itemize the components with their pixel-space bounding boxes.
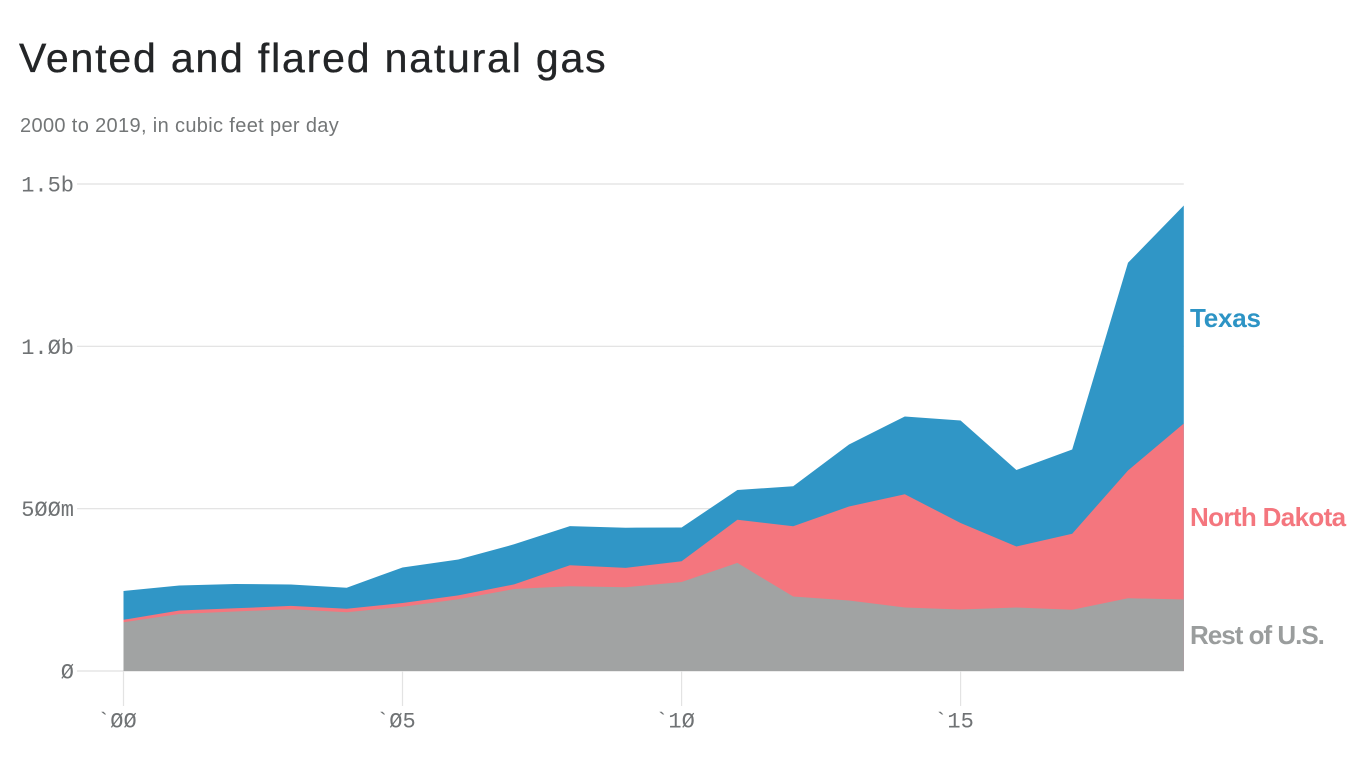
- svg-text:`1Ø: `1Ø: [655, 710, 695, 735]
- svg-text:1.5b: 1.5b: [21, 174, 74, 199]
- svg-text:1.Øb: 1.Øb: [21, 336, 74, 361]
- svg-text:5ØØm: 5ØØm: [21, 498, 74, 523]
- svg-text:Ø: Ø: [61, 661, 74, 686]
- svg-text:`Ø5: `Ø5: [376, 710, 416, 735]
- svg-text:`ØØ: `ØØ: [97, 710, 137, 735]
- svg-text:`15: `15: [934, 710, 974, 735]
